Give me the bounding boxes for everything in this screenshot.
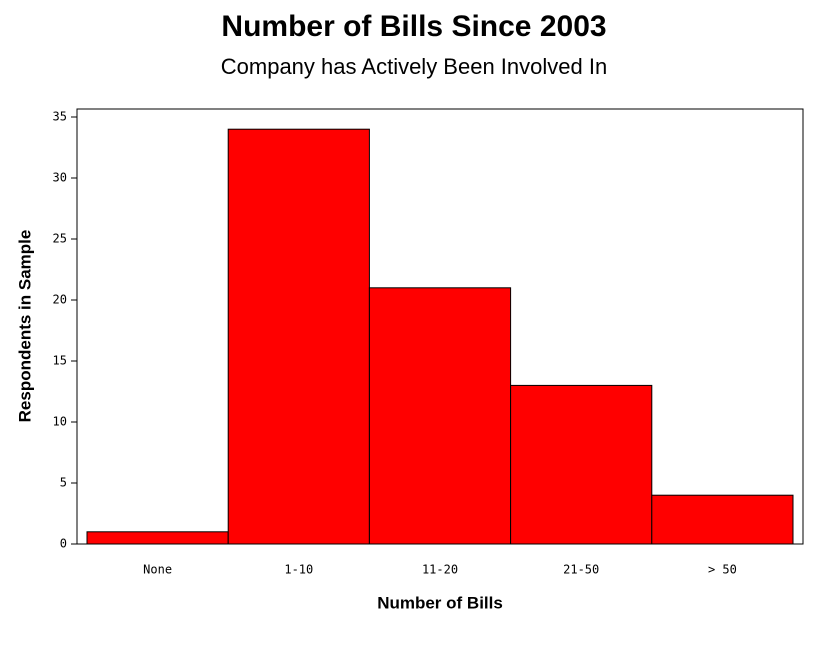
y-tick-label: 30 — [53, 171, 67, 185]
x-tick-label: > 50 — [708, 563, 737, 577]
x-tick-label: 21-50 — [563, 563, 599, 577]
y-tick-label: 0 — [60, 537, 67, 551]
bar — [651, 494, 794, 545]
chart-title: Number of Bills Since 2003 — [221, 10, 606, 43]
y-tick-label: 10 — [53, 415, 67, 429]
y-tick-label: 15 — [53, 354, 67, 368]
x-axis-label: Number of Bills — [377, 593, 503, 612]
bar — [86, 531, 229, 545]
x-tick-label: 11-20 — [422, 563, 458, 577]
bar — [368, 287, 512, 545]
y-axis-label: Respondents in Sample — [15, 230, 34, 423]
bar — [510, 384, 653, 545]
bar — [227, 128, 370, 545]
y-tick-label: 20 — [53, 293, 67, 307]
x-tick-label: None — [143, 563, 172, 577]
chart-subtitle: Company has Actively Been Involved In — [221, 54, 607, 79]
y-tick-label: 5 — [60, 476, 67, 490]
y-tick-label: 35 — [53, 110, 67, 124]
y-tick-label: 25 — [53, 232, 67, 246]
x-tick-label: 1-10 — [284, 563, 313, 577]
